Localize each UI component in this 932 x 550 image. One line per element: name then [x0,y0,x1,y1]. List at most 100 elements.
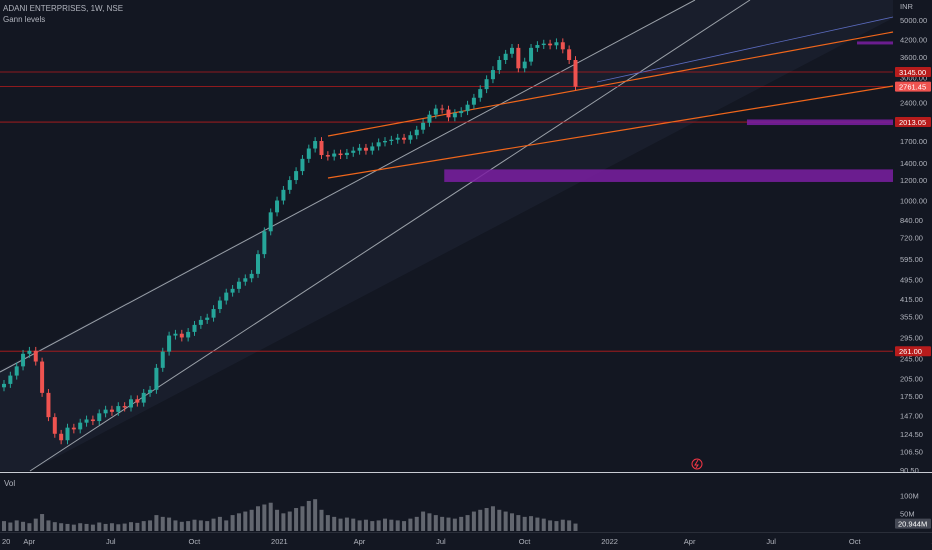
candle [294,167,299,185]
time-tick-label: Jul [766,537,776,546]
candle-body [249,273,254,279]
candle [478,85,483,102]
price-tick-label: 4200.00 [900,36,927,45]
lightning-icon [691,458,703,470]
volume-bar [122,523,127,531]
volume-bar [224,520,229,531]
volume-bar [319,509,324,531]
candle-body [313,141,318,149]
volume-bar [205,521,210,531]
candle-body [490,70,495,80]
candle [90,415,95,426]
volume-bar [141,521,146,531]
candle [59,429,64,445]
candle-body [84,419,89,423]
candle-body [154,367,159,390]
candle-body [14,366,19,376]
volume-bar [40,514,45,531]
volume-bar [179,521,184,531]
price-tag-label: 2013.05 [899,118,926,127]
price-unit-label: INR [900,2,914,11]
volume-bar [573,523,578,531]
candle [52,413,57,438]
indicator-label[interactable]: Gann levels [3,15,46,24]
volume-bar [97,522,102,531]
time-tick-label: 20 [2,537,10,546]
volume-bar [71,524,76,531]
candle-body [383,141,387,143]
candle [40,357,45,397]
time-tick-label: Jul [106,537,116,546]
candle [402,133,407,144]
volume-bar [236,513,241,531]
candle-body [236,281,241,289]
candle [535,41,540,52]
price-tick-label: 295.00 [900,333,923,342]
candle-body [268,212,273,232]
volume-bar [59,523,64,531]
candle [84,415,89,427]
candle-body [306,148,311,159]
price-tick-label: 2400.00 [900,98,927,107]
symbol-title[interactable]: ADANI ENTERPRISES, 1W, NSE [3,4,124,13]
price-tick-label: 3600.00 [900,53,927,62]
candle-body [262,231,267,255]
volume-bar [402,521,407,531]
volume-bar [383,518,387,531]
candle-body [503,53,508,61]
candle-body [332,153,337,157]
candle [383,137,387,147]
volume-pane-label[interactable]: Vol [4,479,16,488]
volume-bar [338,518,343,531]
volume-bar [535,517,540,531]
volume-bar [217,516,222,531]
candle-body [395,137,400,140]
volume-bar [554,521,559,531]
candle-body [52,417,57,434]
candle-body [287,180,292,190]
candle-body [33,350,38,362]
supply-demand-zone [746,119,893,126]
volume-bar [421,511,426,531]
time-tick-label: Apr [684,537,696,546]
price-tick-label: 124.50 [900,430,923,439]
volume-bar [21,521,26,531]
candle-body [535,45,540,48]
candle [567,45,572,65]
volume-bar [243,511,248,531]
candle [522,57,527,73]
volume-bar [376,520,381,531]
candle-body [40,361,45,393]
candle-body [510,47,514,54]
volume-bar [427,513,432,531]
candle [205,313,210,324]
candle [465,100,470,116]
candle-body [129,399,133,408]
candle-body [541,43,546,46]
price-tag-label: 261.00 [899,347,922,356]
candle [351,146,356,157]
price-tick-label: 1400.00 [900,159,927,168]
candle-body [427,114,432,123]
candle-body [186,331,191,338]
price-tick-label: 3000.00 [900,73,927,82]
volume-bar [27,523,32,531]
candle [281,185,286,205]
candle [262,227,267,259]
volume-bar [173,520,178,531]
candle [287,176,292,194]
candle [376,138,381,151]
volume-bar [129,522,133,531]
candle-body [27,350,32,354]
candle [516,44,521,73]
candle-body [281,189,286,201]
candle [224,288,229,305]
candle [14,362,19,380]
price-tag-label: 3145.00 [899,68,926,77]
candle [160,347,165,372]
candle-body [2,383,6,388]
candle [459,107,464,118]
candle [243,274,248,286]
